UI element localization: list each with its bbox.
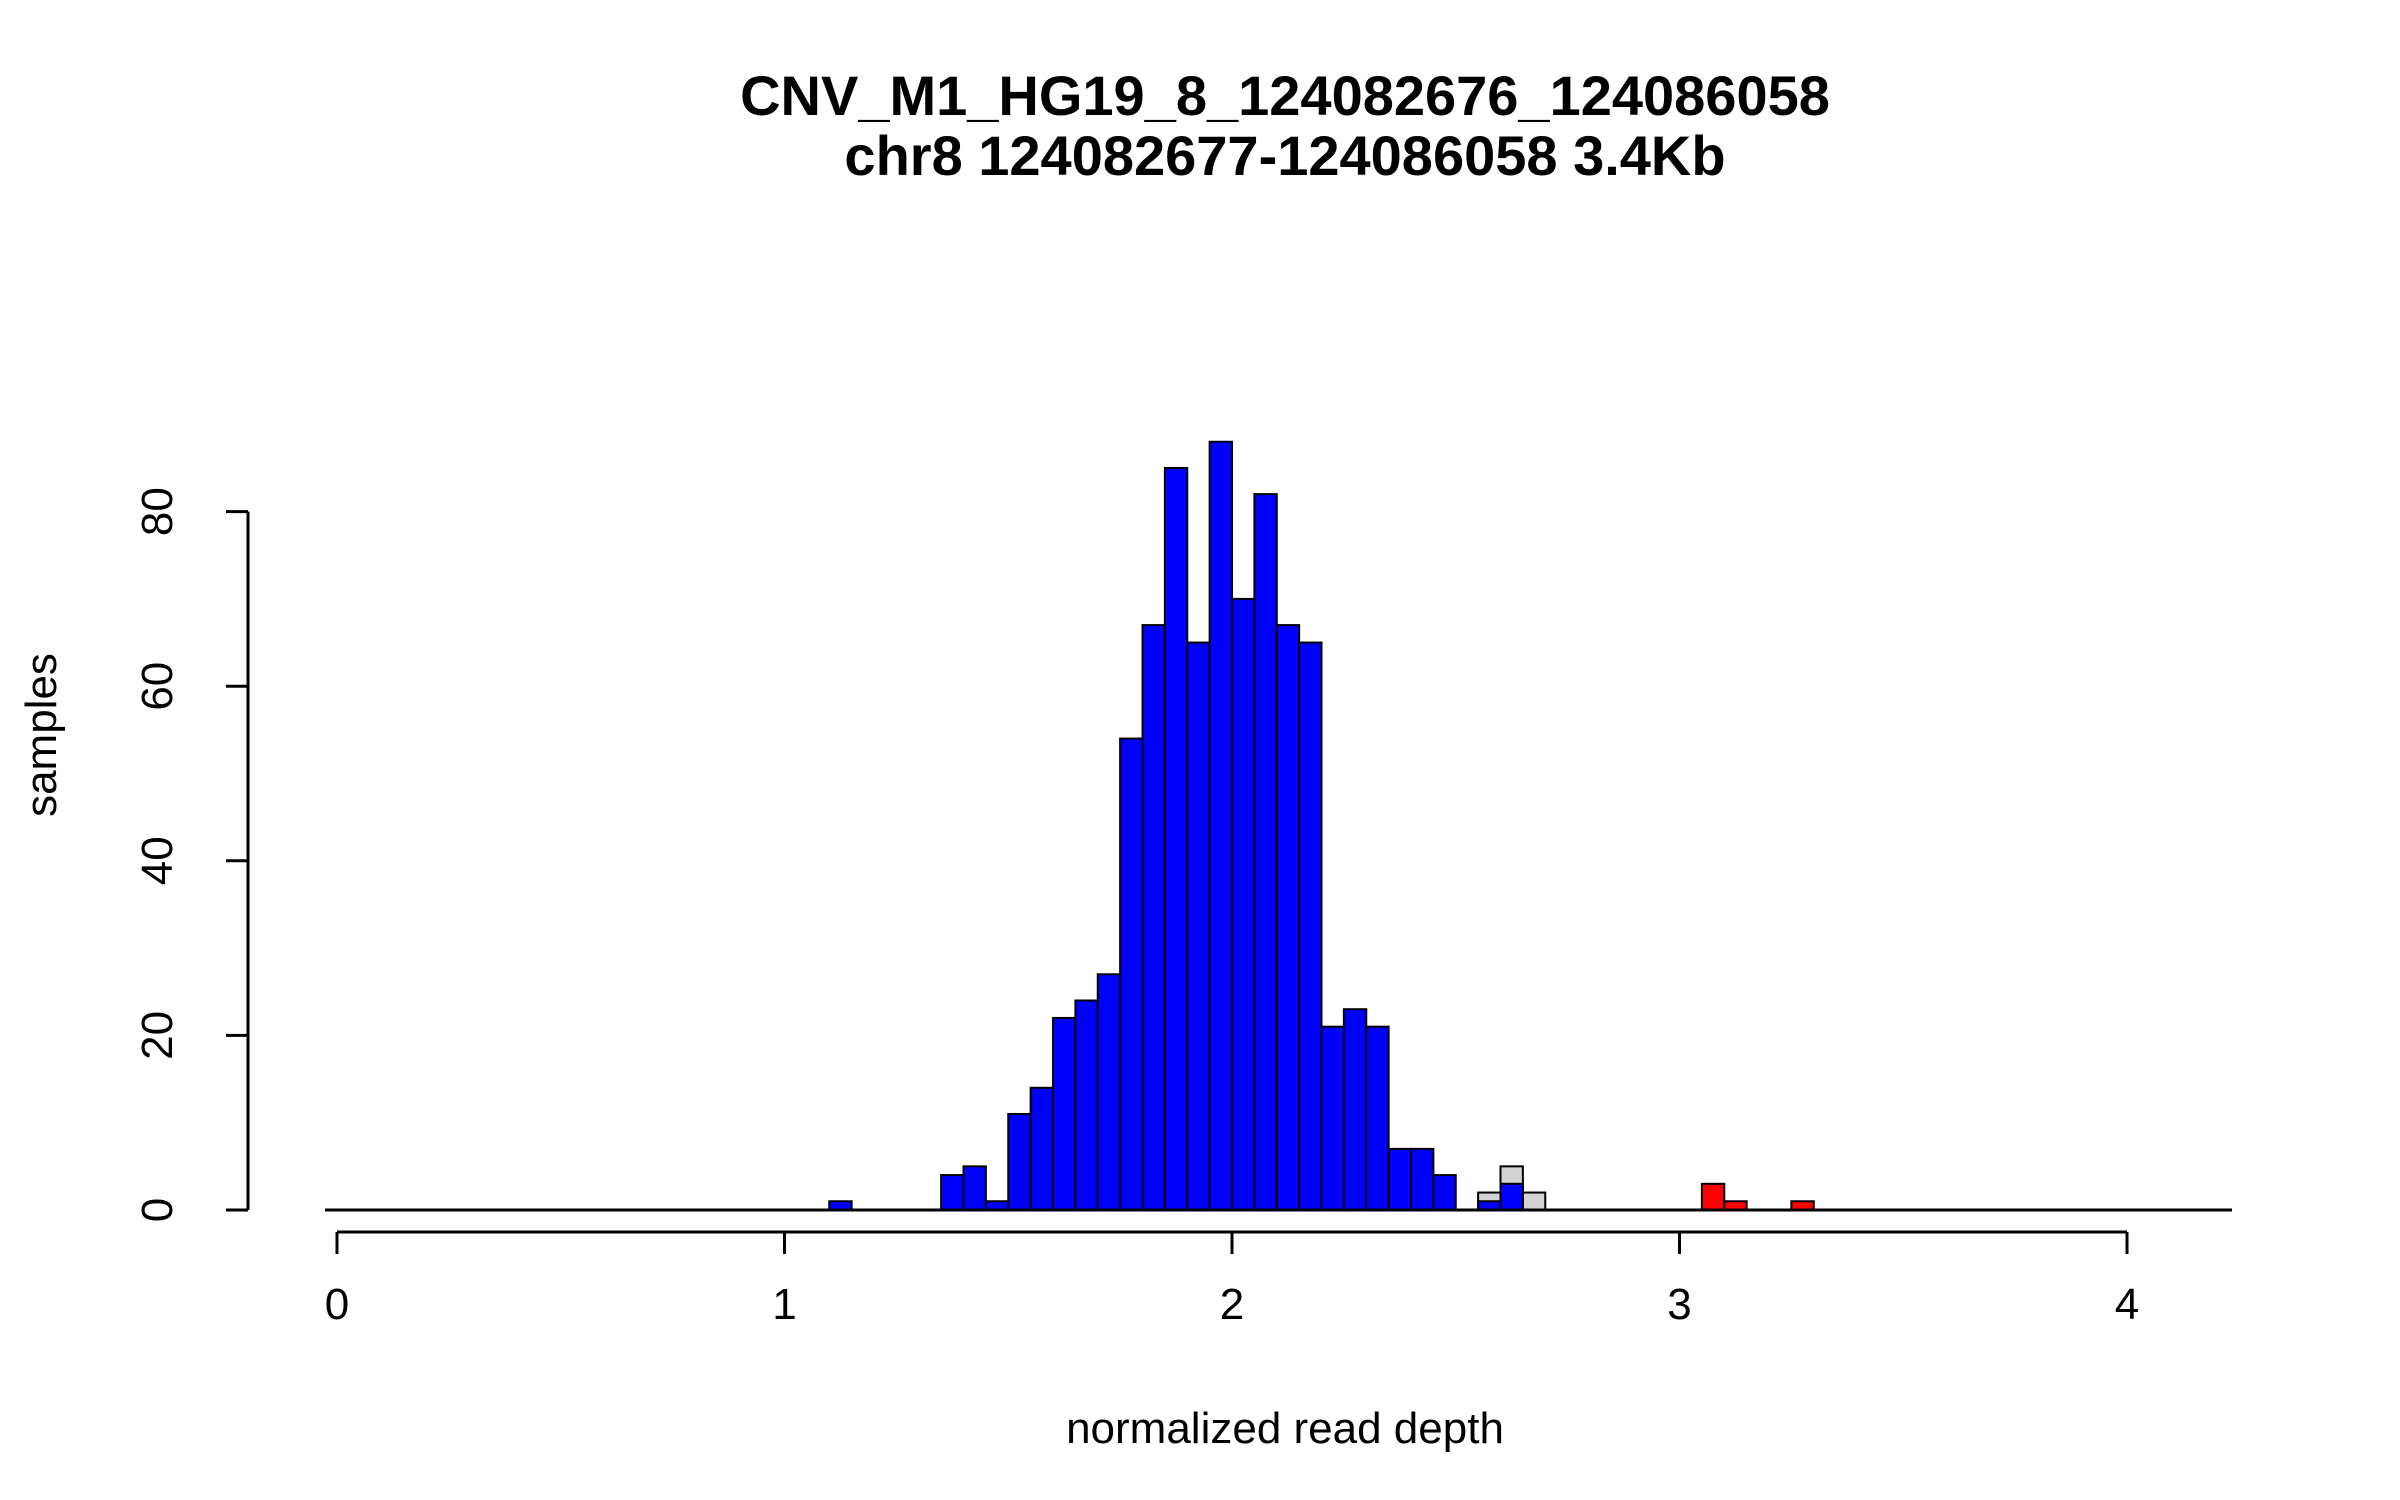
x-tick-label-3: 3: [1667, 1280, 1691, 1329]
y-tick-label-20: 20: [133, 1011, 182, 1060]
x-axis: 0 1 2 3 4: [325, 1230, 2139, 1329]
bar-blue-18: [1320, 1025, 1345, 1212]
histogram-bars: [828, 440, 1815, 1212]
bar-blue-6: [1052, 1016, 1077, 1211]
y-tick-label-60: 60: [133, 662, 182, 711]
y-axis-label: samples: [17, 653, 66, 817]
y-axis: 0 20 40 60 80: [133, 487, 250, 1222]
bar-blue-10: [1141, 624, 1166, 1211]
x-tick-label-0: 0: [325, 1280, 349, 1329]
bar-blue-16: [1275, 624, 1301, 1211]
bar-blue-1: [940, 1174, 965, 1211]
bar-blue-8: [1096, 973, 1122, 1211]
bar-blue-25: [1499, 1182, 1524, 1212]
bar-blue-23: [1432, 1174, 1457, 1211]
bar-blue-5: [1029, 1086, 1055, 1212]
bar-red-0: [1700, 1182, 1726, 1212]
bar-blue-20: [1365, 1025, 1390, 1212]
bar-blue-14: [1231, 597, 1256, 1211]
bar-blue-9: [1119, 737, 1144, 1212]
y-tick-label-40: 40: [133, 836, 182, 885]
x-tick-label-4: 4: [2115, 1280, 2139, 1329]
chart-title: CNV_M1_HG19_8_124082676_124086058: [740, 64, 1830, 127]
x-axis-label: normalized read depth: [1066, 1404, 1504, 1453]
y-tick-label-80: 80: [133, 487, 182, 536]
bar-blue-13: [1208, 440, 1234, 1211]
bar-blue-15: [1253, 493, 1278, 1211]
bar-blue-19: [1342, 1008, 1368, 1212]
bar-blue-4: [1007, 1112, 1032, 1211]
bar-blue-21: [1387, 1147, 1413, 1212]
chart-subtitle: chr8 124082677-124086058 3.4Kb: [844, 124, 1725, 187]
bar-blue-11: [1163, 466, 1189, 1211]
bar-blue-12: [1186, 641, 1211, 1211]
bar-gray-2: [1521, 1191, 1547, 1212]
bar-blue-7: [1074, 999, 1099, 1211]
y-tick-label-0: 0: [133, 1198, 182, 1222]
bar-blue-17: [1298, 641, 1323, 1211]
bar-blue-2: [962, 1165, 987, 1211]
bar-blue-22: [1410, 1147, 1435, 1212]
x-tick-label-1: 1: [772, 1280, 796, 1329]
x-tick-label-2: 2: [1220, 1280, 1244, 1329]
